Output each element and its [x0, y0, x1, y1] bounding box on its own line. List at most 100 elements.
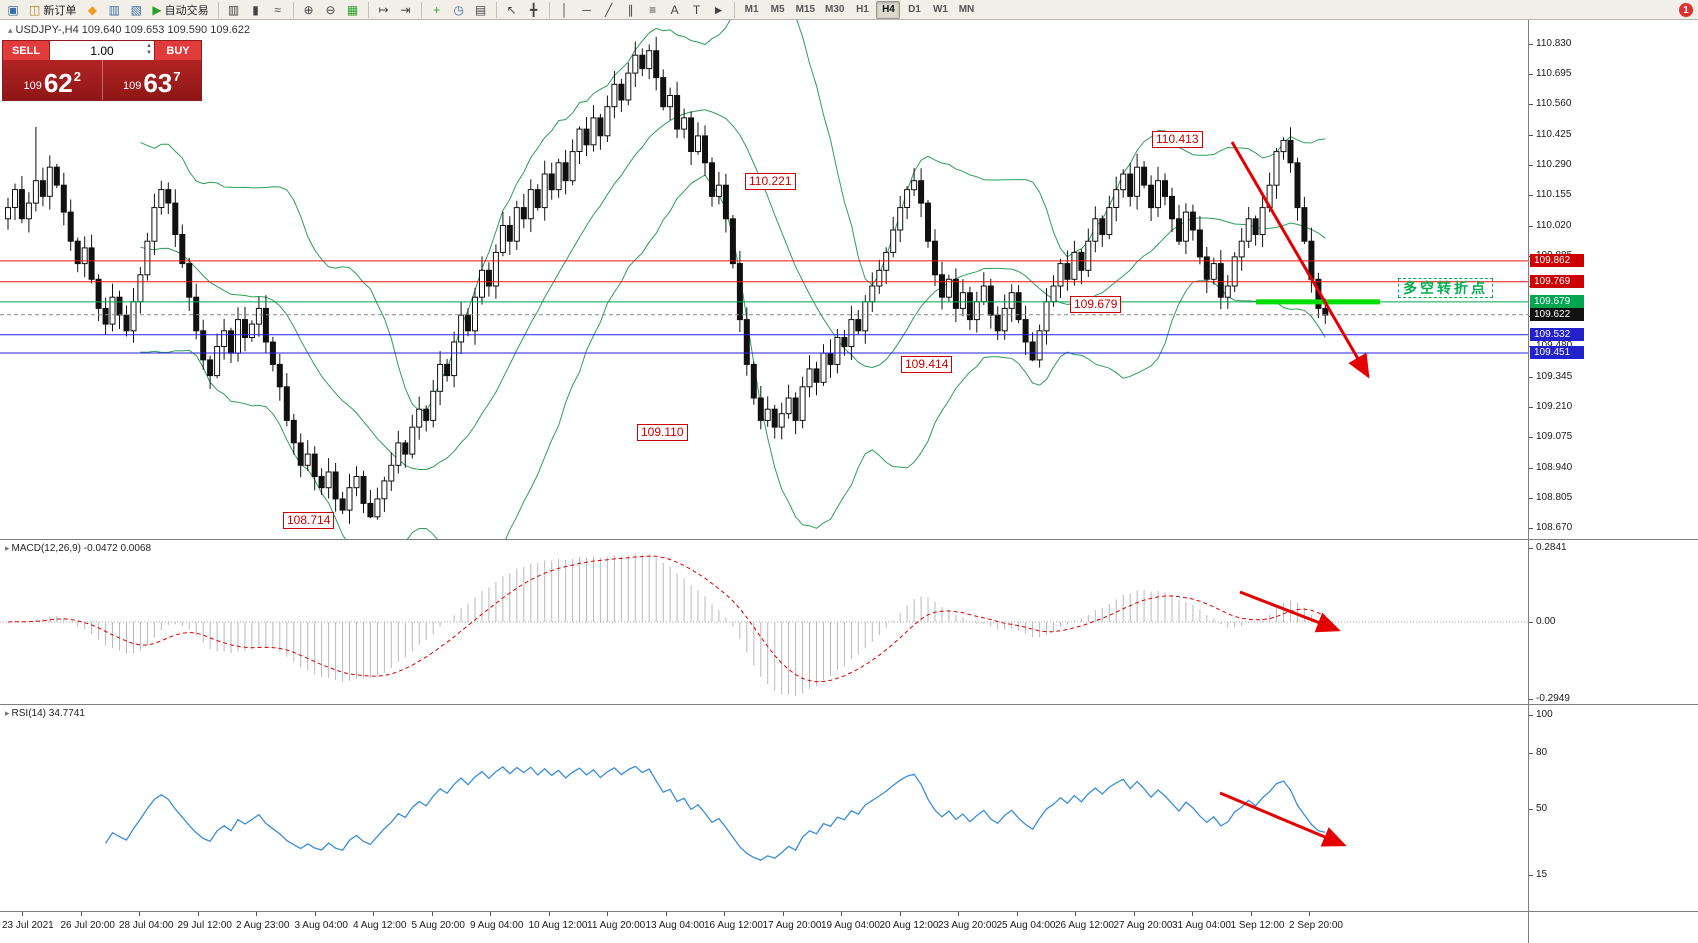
- time-axis-tick: [607, 912, 608, 916]
- periods-button[interactable]: ◷: [449, 1, 469, 19]
- sell-price-prefix: 109: [23, 80, 42, 92]
- toolbar-separator: [495, 1, 497, 18]
- candlestick-mode-button[interactable]: ▮: [246, 1, 266, 19]
- crosshair-icon: ╋: [529, 2, 538, 17]
- grid-button[interactable]: ▦: [343, 1, 363, 19]
- price-scale-label: 110.830: [1536, 38, 1572, 49]
- timeframe-mn-button[interactable]: MN: [954, 1, 978, 19]
- horizontal-line-button[interactable]: ─: [577, 1, 597, 19]
- text-button[interactable]: A: [665, 1, 685, 19]
- price-annotation[interactable]: 109.414: [901, 356, 953, 373]
- new-order-button[interactable]: ◫ 新订单: [25, 1, 80, 19]
- macd-scale-label: 0.2841: [1536, 542, 1567, 553]
- time-axis-label: 13 Aug 04:00: [645, 920, 705, 931]
- volume-field-wrap: ▲▼: [50, 41, 154, 60]
- time-axis-label: 16 Aug 12:00: [704, 920, 763, 931]
- notification-badge[interactable]: 1: [1679, 3, 1693, 17]
- autotrading-button[interactable]: ▶ 自动交易: [148, 1, 212, 19]
- zoom-out-icon: ⊖: [325, 2, 336, 17]
- timeframe-m30-button[interactable]: M30: [821, 1, 848, 19]
- sell-button[interactable]: SELL: [3, 41, 50, 60]
- time-axis-label: 26 Jul 20:00: [60, 920, 116, 931]
- price-scale-tick: [1529, 104, 1533, 105]
- zoom-in-button[interactable]: ⊕: [299, 1, 319, 19]
- time-axis-tick: [1075, 912, 1076, 916]
- rsi-panel[interactable]: ▸ RSI(14) 34.7741: [0, 705, 1528, 912]
- zoom-out-button[interactable]: ⊖: [321, 1, 341, 19]
- time-axis[interactable]: 23 Jul 2021 26 Jul 20:00 28 Jul 04:00 29 Ju…: [0, 912, 1528, 943]
- timeframe-m15-button[interactable]: M15: [792, 1, 819, 19]
- rsi-scale[interactable]: 100 80 50 15: [1528, 705, 1698, 912]
- price-scale-label: 109.480: [1536, 340, 1572, 351]
- metaeditor-icon: ◆: [87, 2, 97, 17]
- data-window-icon: ▧: [130, 2, 143, 17]
- price-scale[interactable]: 110.830 110.695 110.560 110.425 110.290 110.1…: [1528, 20, 1698, 540]
- time-axis-tick: [22, 912, 23, 916]
- rsi-scale-tick: [1529, 809, 1533, 810]
- macd-scale[interactable]: 0.2841 0.00 -0.2949: [1528, 540, 1698, 705]
- buy-price-display[interactable]: 109 63 7: [103, 60, 202, 100]
- spinner-down-icon[interactable]: ▼: [146, 50, 152, 56]
- equidistant-channel-button[interactable]: ∥: [621, 1, 641, 19]
- price-annotation[interactable]: 108.714: [283, 512, 335, 529]
- main-chart-panel[interactable]: ▴ USDJPY-,H4 109.640 109.653 109.590 109.…: [0, 20, 1528, 540]
- candlestick-mode-icon: ▮: [252, 2, 259, 17]
- timeframe-h1-button[interactable]: H1: [850, 1, 874, 19]
- grid-icon: ▦: [346, 2, 359, 17]
- volume-spinner[interactable]: ▲ ▼: [146, 43, 152, 57]
- bar-chart-mode-button[interactable]: ▥: [224, 1, 244, 19]
- buy-button[interactable]: BUY: [154, 41, 201, 60]
- toolbar-items: ▣ ◫ 新订单 ◆ ▥ ▧ ▶ 自动交易 ▥ ▮ ≈ ⊕ ⊖ ▦ ↦ ⇥ + ◷ ▤ ↖ ╋ │ ─ ╱ ∥ ≡ A T ► M1 M5 M1…: [2, 0, 979, 20]
- trendline-button[interactable]: ╱: [599, 1, 619, 19]
- fibonacci-button[interactable]: ≡: [643, 1, 663, 19]
- turning-point-label[interactable]: 多空转折点: [1398, 278, 1493, 298]
- indicators-button[interactable]: +: [427, 1, 447, 19]
- line-chart-mode-button[interactable]: ≈: [268, 1, 288, 19]
- price-scale-label: 110.425: [1536, 129, 1572, 140]
- auto-scroll-button[interactable]: ↦: [374, 1, 394, 19]
- time-axis-tick: [958, 912, 959, 916]
- timeframe-m1-button[interactable]: M1: [740, 1, 764, 19]
- volume-input[interactable]: [70, 42, 134, 59]
- templates-button[interactable]: ▤: [471, 1, 491, 19]
- crosshair-button[interactable]: ╋: [524, 1, 544, 19]
- cursor-button[interactable]: ↖: [502, 1, 522, 19]
- rsi-label: ▸ RSI(14) 34.7741: [5, 708, 85, 719]
- market-watch-button[interactable]: ▥: [104, 1, 124, 19]
- timeframe-h4-button[interactable]: H4: [876, 0, 901, 19]
- new-order-label: 新订单: [43, 4, 77, 17]
- line-chart-mode-icon: ≈: [274, 2, 281, 17]
- buy-price-big: 63: [143, 68, 173, 98]
- time-axis-label: 27 Aug 20:00: [1113, 920, 1173, 931]
- time-axis-label: 23 Jul 2021: [2, 920, 54, 931]
- text-label-button[interactable]: T: [687, 1, 707, 19]
- timeframe-w1-button[interactable]: W1: [928, 1, 952, 19]
- price-annotation[interactable]: 110.221: [745, 173, 796, 190]
- vertical-line-button[interactable]: │: [555, 1, 575, 19]
- macd-panel[interactable]: ▸ MACD(12,26,9) -0.0472 0.0068: [0, 540, 1528, 705]
- price-annotation[interactable]: 109.110: [637, 424, 688, 441]
- new-chart-button[interactable]: ▣: [3, 1, 23, 19]
- macd-scale-label: 0.00: [1536, 616, 1556, 627]
- price-annotation[interactable]: 109.679: [1070, 296, 1122, 313]
- new-order-icon: ◫: [29, 2, 41, 17]
- rsi-scale-label: 50: [1536, 803, 1548, 814]
- price-annotation[interactable]: 110.413: [1152, 131, 1203, 148]
- chart-shift-button[interactable]: ⇥: [396, 1, 416, 19]
- timeframe-m5-button[interactable]: M5: [766, 1, 790, 19]
- price-scale-tag: 109.532: [1530, 328, 1584, 341]
- autotrading-label: 自动交易: [164, 4, 209, 17]
- arrows-tool-button[interactable]: ►: [709, 1, 729, 19]
- spinner-up-icon[interactable]: ▲: [146, 43, 152, 49]
- data-window-button[interactable]: ▧: [126, 1, 146, 19]
- sell-price-display[interactable]: 109 62 2: [3, 60, 103, 100]
- main-toolbar: ▣ ◫ 新订单 ◆ ▥ ▧ ▶ 自动交易 ▥ ▮ ≈ ⊕ ⊖ ▦ ↦ ⇥ + ◷ ▤ ↖ ╋ │ ─ ╱ ∥ ≡ A T ► M1 M5 M1…: [0, 0, 1698, 20]
- timeframe-d1-button[interactable]: D1: [902, 1, 926, 19]
- time-axis-label: 26 Aug 12:00: [1055, 920, 1114, 931]
- autotrading-icon: ▶: [152, 2, 162, 17]
- price-scale-label: 108.805: [1536, 492, 1573, 503]
- metaeditor-button[interactable]: ◆: [82, 1, 102, 19]
- time-axis-label: 20 Aug 12:00: [879, 920, 939, 931]
- time-axis-label: 9 Aug 04:00: [470, 920, 524, 931]
